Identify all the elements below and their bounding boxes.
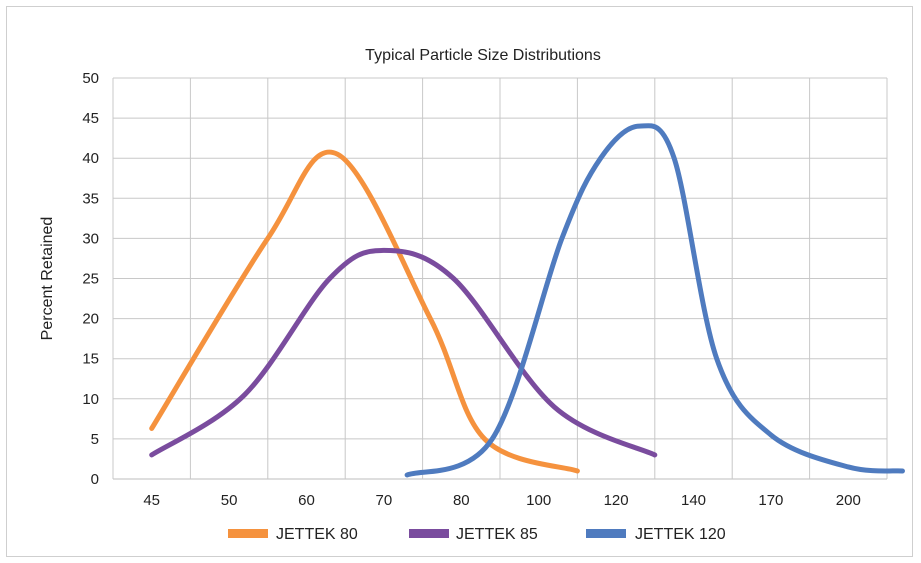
x-tick-label: 100 <box>526 492 551 509</box>
grid-lines <box>112 77 888 480</box>
x-tick-label: 45 <box>143 492 160 509</box>
y-tick-label: 40 <box>82 150 99 167</box>
series-lines <box>149 123 905 478</box>
x-tick-label: 200 <box>836 492 861 509</box>
y-tick-label: 25 <box>82 271 99 288</box>
series-line-jettek-85 <box>149 247 658 458</box>
legend-swatch-jettek-80 <box>228 529 268 538</box>
x-tick-label: 80 <box>453 492 470 509</box>
y-tick-label: 50 <box>82 70 99 87</box>
x-tick-label: 140 <box>681 492 706 509</box>
series-line-jettek-120 <box>404 123 905 478</box>
y-tick-label: 15 <box>82 351 99 368</box>
x-tick-labels: 45 50 60 70 80 100 120 140 170 200 <box>143 492 860 509</box>
x-tick-label: 60 <box>298 492 315 509</box>
legend-label-jettek-80: JETTEK 80 <box>276 526 358 543</box>
legend-swatch-jettek-85 <box>409 529 449 538</box>
y-tick-label: 30 <box>82 230 99 247</box>
legend-label-jettek-85: JETTEK 85 <box>456 526 538 543</box>
y-axis-title: Percent Retained <box>39 217 56 341</box>
x-tick-label: 120 <box>604 492 629 509</box>
legend: JETTEK 80 JETTEK 85 JETTEK 120 <box>228 526 726 543</box>
x-tick-label: 70 <box>376 492 393 509</box>
series-line-jettek-80 <box>149 149 580 474</box>
y-tick-label: 45 <box>82 110 99 127</box>
y-tick-label: 10 <box>82 391 99 408</box>
y-tick-label: 0 <box>91 471 99 488</box>
legend-label-jettek-120: JETTEK 120 <box>635 526 726 543</box>
y-tick-label: 5 <box>91 431 99 448</box>
y-tick-label: 20 <box>82 311 99 328</box>
x-tick-label: 50 <box>221 492 238 509</box>
legend-swatch-jettek-120 <box>586 529 626 538</box>
x-tick-label: 170 <box>758 492 783 509</box>
y-tick-label: 35 <box>82 190 99 207</box>
y-tick-labels: 0 5 10 15 20 25 30 35 40 45 50 <box>82 70 99 488</box>
chart-title: Typical Particle Size Distributions <box>365 47 601 64</box>
